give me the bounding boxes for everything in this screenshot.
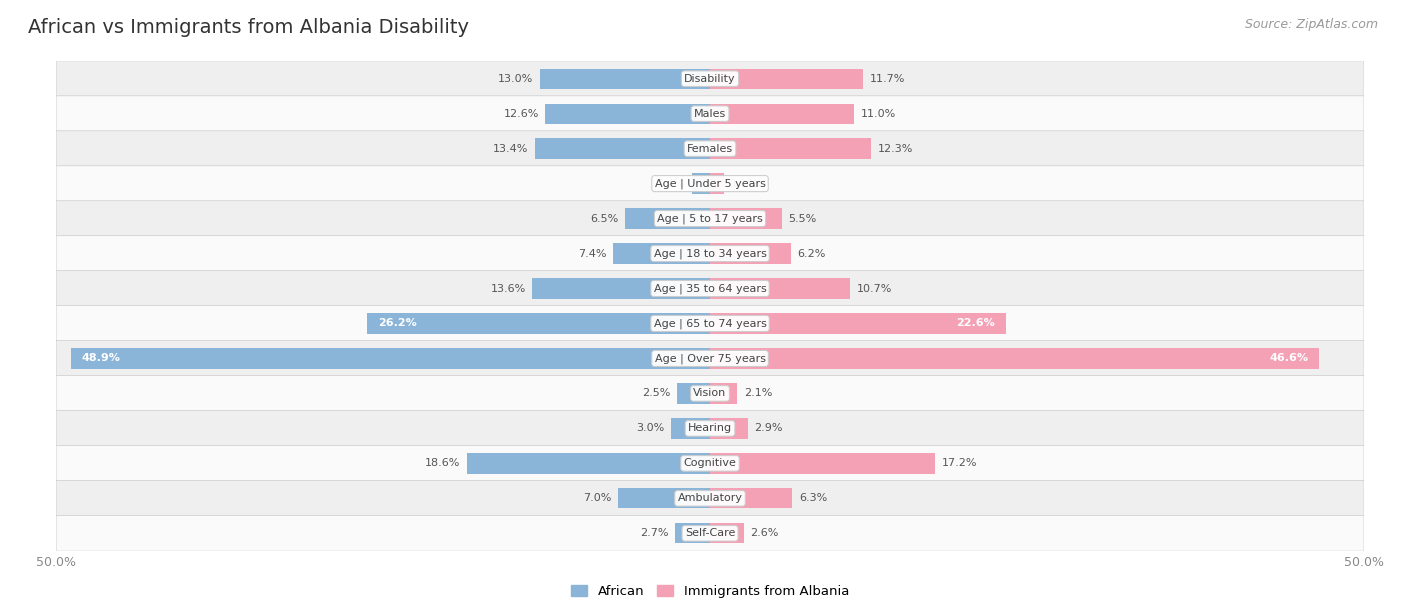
Bar [710, 173, 724, 194]
Text: 22.6%: 22.6% [956, 318, 995, 329]
Bar [546, 103, 710, 124]
Bar [710, 383, 738, 403]
Text: Age | 5 to 17 years: Age | 5 to 17 years [657, 214, 763, 224]
FancyBboxPatch shape [56, 305, 1364, 341]
FancyBboxPatch shape [56, 341, 1364, 376]
FancyBboxPatch shape [56, 411, 1364, 446]
Text: Age | 65 to 74 years: Age | 65 to 74 years [654, 318, 766, 329]
FancyBboxPatch shape [56, 446, 1364, 481]
FancyBboxPatch shape [56, 236, 1364, 271]
Bar [710, 523, 744, 543]
Text: Males: Males [695, 109, 725, 119]
Bar [540, 69, 710, 89]
Bar [367, 313, 710, 334]
FancyBboxPatch shape [56, 96, 1364, 132]
Text: Ambulatory: Ambulatory [678, 493, 742, 503]
Bar [710, 138, 870, 159]
Text: 11.0%: 11.0% [860, 109, 896, 119]
Text: 46.6%: 46.6% [1270, 354, 1309, 364]
FancyBboxPatch shape [56, 480, 1364, 516]
Bar [710, 244, 792, 264]
Text: 2.6%: 2.6% [751, 528, 779, 539]
Text: 5.5%: 5.5% [789, 214, 817, 223]
Text: Age | Over 75 years: Age | Over 75 years [655, 353, 765, 364]
Text: Cognitive: Cognitive [683, 458, 737, 468]
Text: 2.9%: 2.9% [755, 424, 783, 433]
Text: 6.3%: 6.3% [799, 493, 827, 503]
FancyBboxPatch shape [56, 201, 1364, 236]
Text: 48.9%: 48.9% [82, 354, 120, 364]
Bar [692, 173, 710, 194]
Bar [710, 488, 793, 509]
Bar [70, 348, 710, 368]
Text: 2.1%: 2.1% [744, 389, 772, 398]
Text: Females: Females [688, 144, 733, 154]
Bar [710, 209, 782, 229]
Text: 11.7%: 11.7% [869, 73, 905, 84]
Bar [678, 383, 710, 403]
Bar [671, 418, 710, 439]
Text: 13.4%: 13.4% [494, 144, 529, 154]
Text: 17.2%: 17.2% [942, 458, 977, 468]
FancyBboxPatch shape [56, 61, 1364, 97]
Bar [467, 453, 710, 474]
Text: 13.0%: 13.0% [498, 73, 533, 84]
Bar [533, 278, 710, 299]
Bar [710, 348, 1319, 368]
Text: Disability: Disability [685, 73, 735, 84]
Text: 12.6%: 12.6% [503, 109, 538, 119]
Bar [613, 244, 710, 264]
Legend: African, Immigrants from Albania: African, Immigrants from Albania [565, 580, 855, 603]
Text: Vision: Vision [693, 389, 727, 398]
Bar [710, 313, 1005, 334]
Bar [710, 278, 851, 299]
Bar [710, 418, 748, 439]
Text: 2.5%: 2.5% [643, 389, 671, 398]
Bar [710, 453, 935, 474]
Bar [619, 488, 710, 509]
Bar [710, 103, 853, 124]
Text: 6.5%: 6.5% [591, 214, 619, 223]
Text: 2.7%: 2.7% [640, 528, 668, 539]
Text: Hearing: Hearing [688, 424, 733, 433]
Text: Source: ZipAtlas.com: Source: ZipAtlas.com [1244, 18, 1378, 31]
Text: 18.6%: 18.6% [425, 458, 460, 468]
Text: Age | Under 5 years: Age | Under 5 years [655, 178, 765, 189]
Text: 6.2%: 6.2% [797, 248, 825, 258]
Text: 3.0%: 3.0% [636, 424, 664, 433]
FancyBboxPatch shape [56, 515, 1364, 551]
Text: 7.0%: 7.0% [583, 493, 612, 503]
Text: 12.3%: 12.3% [877, 144, 912, 154]
Bar [626, 209, 710, 229]
Text: 13.6%: 13.6% [491, 283, 526, 294]
Text: 26.2%: 26.2% [378, 318, 416, 329]
FancyBboxPatch shape [56, 166, 1364, 201]
Bar [710, 69, 863, 89]
Text: Age | 18 to 34 years: Age | 18 to 34 years [654, 248, 766, 259]
FancyBboxPatch shape [56, 271, 1364, 307]
Bar [534, 138, 710, 159]
FancyBboxPatch shape [56, 376, 1364, 411]
Text: 1.4%: 1.4% [657, 179, 685, 188]
Bar [675, 523, 710, 543]
Text: Self-Care: Self-Care [685, 528, 735, 539]
Text: African vs Immigrants from Albania Disability: African vs Immigrants from Albania Disab… [28, 18, 470, 37]
Text: 1.1%: 1.1% [731, 179, 759, 188]
FancyBboxPatch shape [56, 131, 1364, 166]
Text: Age | 35 to 64 years: Age | 35 to 64 years [654, 283, 766, 294]
Text: 7.4%: 7.4% [578, 248, 607, 258]
Text: 10.7%: 10.7% [856, 283, 891, 294]
